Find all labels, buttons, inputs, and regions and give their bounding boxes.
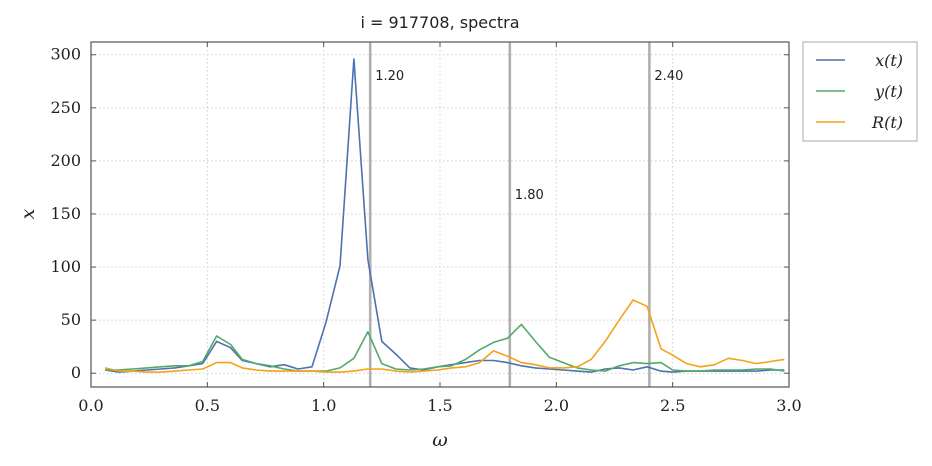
y-tick-label: 200 <box>50 151 81 170</box>
legend: x(t) y(t) R(t) <box>802 41 918 142</box>
x-tick-label: 2.0 <box>544 396 569 415</box>
series-line <box>105 323 785 372</box>
series-line <box>104 58 785 373</box>
vline-label: 1.80 <box>515 188 544 203</box>
x-tick-label: 1.5 <box>427 396 452 415</box>
vertical-markers: 1.20 1.80 2.40 <box>368 42 683 387</box>
legend-entry: y(t) <box>874 82 903 101</box>
chart-title: i = 917708, spectra <box>360 13 519 32</box>
y-tick-label: 300 <box>50 45 81 64</box>
y-tick-label: 100 <box>50 257 81 276</box>
y-tick-label: 0 <box>71 363 81 382</box>
series-lines <box>104 58 785 373</box>
grid <box>90 42 790 387</box>
axis-ticks: 0.0 0.5 1.0 1.5 2.0 2.5 3.0 0 50 100 150 200 250 300 <box>50 42 802 415</box>
y-axis-label: x <box>17 208 39 219</box>
y-tick-label: 250 <box>50 98 81 117</box>
legend-box <box>802 41 918 142</box>
legend-entry: x(t) <box>875 51 903 70</box>
vline-label: 2.40 <box>654 69 683 84</box>
x-axis-label: ω <box>432 429 448 451</box>
x-tick-label: 2.5 <box>660 396 685 415</box>
legend-entry: R(t) <box>871 113 903 132</box>
x-tick-label: 1.0 <box>311 396 336 415</box>
y-tick-label: 50 <box>61 310 81 329</box>
vline-label: 1.20 <box>375 69 404 84</box>
series-line <box>104 299 785 373</box>
y-tick-label: 150 <box>50 204 81 223</box>
x-tick-label: 3.0 <box>776 396 801 415</box>
x-tick-label: 0.0 <box>78 396 103 415</box>
x-tick-label: 0.5 <box>195 396 220 415</box>
